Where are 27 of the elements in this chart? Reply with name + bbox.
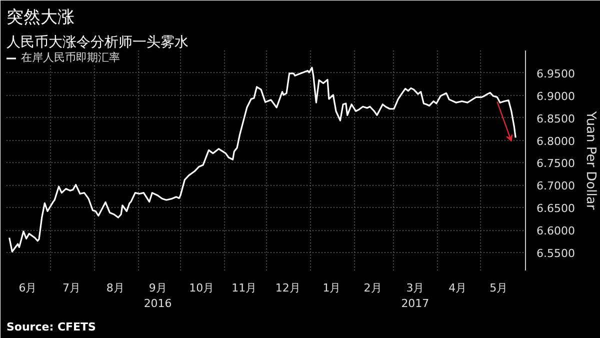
line-series	[8, 66, 516, 252]
legend-label: 在岸人民币即期汇率	[21, 50, 120, 65]
x-tick-label: 4月	[448, 282, 467, 294]
x-tick-label: 3月 2017	[401, 282, 430, 310]
y-tick-label: 6.6000	[536, 224, 575, 238]
x-tick-label: 6月	[18, 282, 37, 294]
x-tick-label: 1月	[322, 282, 341, 294]
y-tick-label: 6.6500	[536, 202, 575, 216]
y-tick-label: 6.7500	[536, 157, 575, 170]
x-tick-label: 5月	[490, 282, 508, 294]
y-tick-label: 6.9000	[536, 90, 575, 103]
y-axis-title: Yuan Per Dollar	[582, 110, 598, 210]
y-tick-label: 6.8000	[536, 134, 575, 148]
y-tick-label: 6.9500	[536, 67, 575, 80]
x-tick-label: 2月	[364, 282, 382, 294]
y-tick-label: 6.8500	[536, 112, 575, 126]
x-tick-label: 7月	[62, 282, 81, 294]
x-tick-label: 9月 2016	[144, 282, 172, 310]
chart-title: 突然大涨	[6, 8, 74, 28]
y-tick-label: 6.5500	[536, 247, 575, 260]
y-tick-label: 6.7000	[536, 180, 575, 193]
x-tick-label: 11月	[232, 282, 257, 294]
source-note: Source: CFETS	[6, 320, 96, 334]
x-tick-label: 8月	[106, 282, 124, 294]
x-tick-label: 12月	[275, 282, 300, 294]
x-tick-label: 10月	[189, 282, 214, 294]
chart-subtitle: 人民币大涨令分析师一头雾水	[6, 34, 188, 50]
